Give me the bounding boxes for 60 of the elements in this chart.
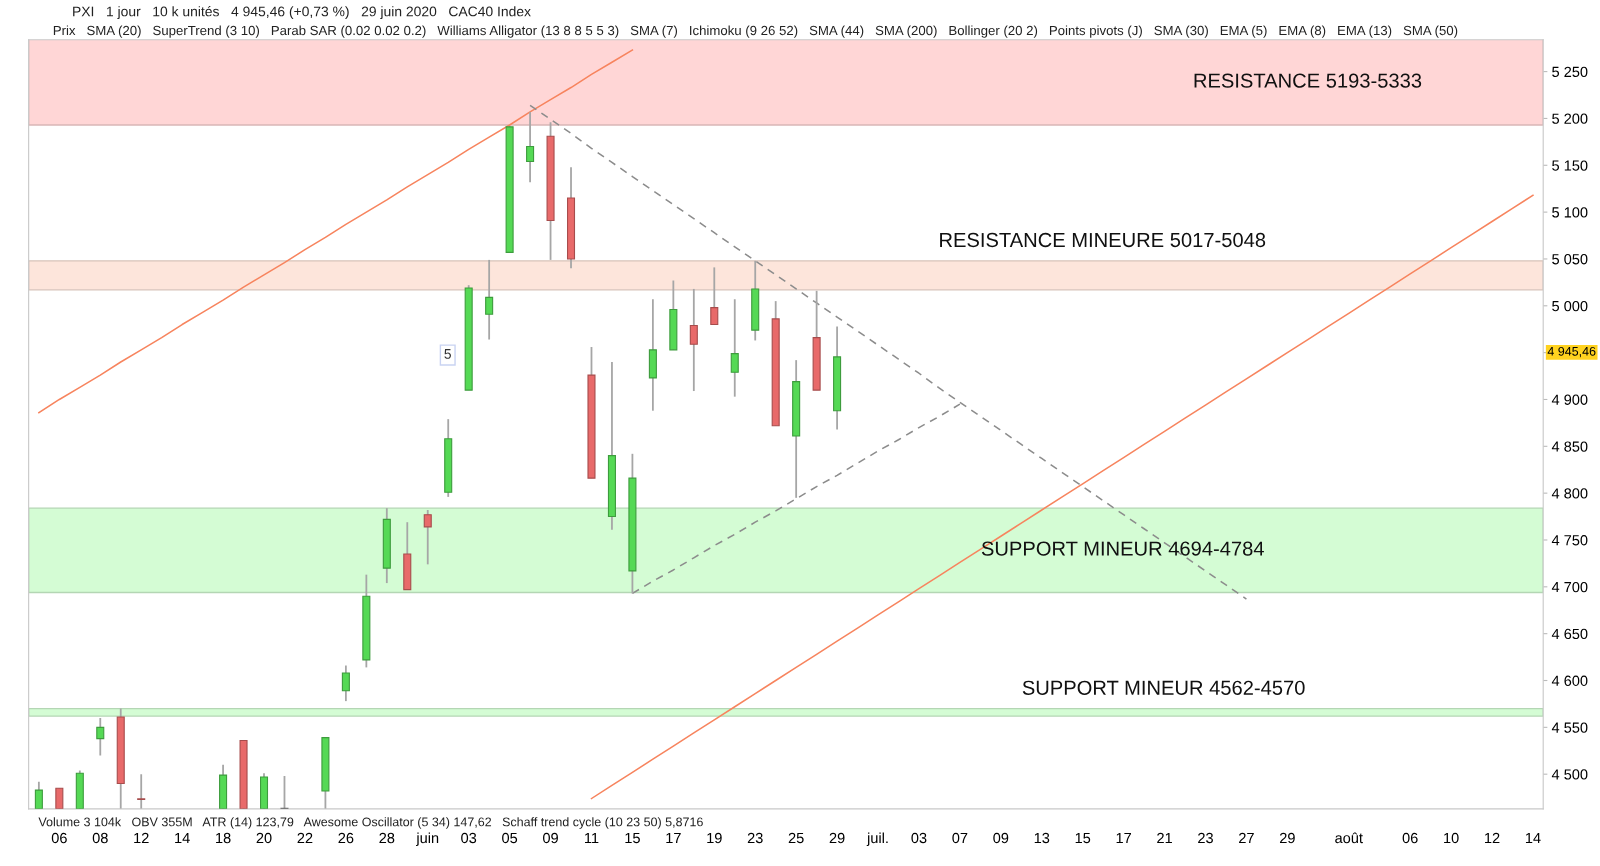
y-tick-label: 5 000 bbox=[1552, 300, 1588, 312]
x-tick-label: 06 bbox=[51, 832, 67, 844]
x-tick-label: 14 bbox=[1525, 832, 1541, 844]
x-tick-label: 13 bbox=[1034, 832, 1050, 844]
x-tick-label: 03 bbox=[911, 832, 927, 844]
x-tick-label: 14 bbox=[175, 832, 190, 844]
x-tick-label: 03 bbox=[461, 832, 477, 844]
text: 4 945,46 bbox=[1547, 346, 1596, 358]
x-tick-label: 10 bbox=[1444, 832, 1459, 844]
x-tick-label: 26 bbox=[338, 832, 354, 844]
x-tick-label: 27 bbox=[1239, 832, 1254, 844]
x-tick-label: 23 bbox=[747, 832, 763, 844]
text: Prix SMA (20) SuperTrend (3 10) Parab SAR (0.02 0.02 0.2) Williams Alligator (13 8 8 5 5 3) SMA (7) Ichimoku (9 26 52) SMA (44) SMA (200) Bollinger (20 2) Points pivots (J) SMA (30) EMA (5) EMA (8) EMA (13) SMA (50) bbox=[53, 25, 1458, 38]
x-tick-label: 17 bbox=[1116, 832, 1132, 844]
x-tick-label: 22 bbox=[297, 832, 313, 844]
band-label: SUPPORT MINEUR 4562-4570 bbox=[1022, 680, 1305, 695]
x-tick-label: 15 bbox=[625, 832, 640, 844]
x-tick-label: 29 bbox=[829, 832, 845, 844]
y-tick-label: 5 100 bbox=[1552, 207, 1588, 218]
y-tick-label: 4 550 bbox=[1551, 722, 1588, 733]
x-tick-label: août bbox=[1335, 832, 1363, 844]
x-tick-label: juil. bbox=[866, 832, 888, 847]
x-tick-label: 09 bbox=[993, 832, 1009, 844]
y-tick-label: 5 150 bbox=[1552, 160, 1588, 171]
x-tick-label: 19 bbox=[707, 832, 722, 844]
y-tick-label: 4 850 bbox=[1551, 441, 1588, 452]
band-label: SUPPORT MINEUR 4694-4784 bbox=[981, 541, 1264, 556]
text: Volume 3 104k OBV 355M ATR (14) 123,79 Awesome Oscillator (5 34) 147,62 Schaff trend cycle (10 23 50) 5,8716 bbox=[38, 817, 703, 829]
x-tick-label: 15 bbox=[1075, 832, 1091, 844]
x-tick-label: 18 bbox=[216, 832, 231, 844]
x-tick-label: 06 bbox=[1402, 832, 1418, 844]
x-tick-label: 25 bbox=[788, 832, 804, 844]
x-tick-label: 28 bbox=[379, 832, 395, 844]
y-tick-label: 4 700 bbox=[1551, 581, 1588, 593]
y-tick-label: 4 900 bbox=[1551, 394, 1588, 405]
chart-title: PXI 1 jour 10 k unités 4 945,46 (+0,73 %) 29 juin 2020 CAC40 Index bbox=[73, 6, 531, 20]
x-tick-label: juin bbox=[416, 832, 439, 847]
x-tick-label: 23 bbox=[1198, 832, 1213, 844]
band-label: RESISTANCE MINEURE 5017-5048 bbox=[940, 232, 1266, 248]
x-tick-label: 11 bbox=[585, 832, 599, 844]
x-tick-label: 17 bbox=[666, 832, 681, 844]
y-tick-label: 4 800 bbox=[1551, 488, 1588, 499]
y-tick-label: 5 250 bbox=[1552, 66, 1588, 78]
y-tick-label: 4 500 bbox=[1551, 769, 1588, 780]
x-tick-label: 20 bbox=[256, 832, 272, 844]
x-tick-label: 12 bbox=[1485, 832, 1500, 844]
band-label: RESISTANCE 5193-5333 bbox=[1194, 73, 1422, 88]
y-tick-label: 4 650 bbox=[1551, 628, 1588, 640]
x-tick-label: 21 bbox=[1157, 832, 1172, 844]
x-tick-label: 08 bbox=[92, 832, 108, 844]
annotation: 5 bbox=[444, 349, 451, 359]
y-tick-label: 4 600 bbox=[1551, 675, 1588, 686]
y-tick-label: 5 050 bbox=[1552, 254, 1588, 265]
x-tick-label: 29 bbox=[1279, 832, 1295, 844]
y-tick-label: 5 200 bbox=[1552, 113, 1588, 124]
y-tick-label: 4 750 bbox=[1551, 535, 1588, 546]
x-tick-label: 05 bbox=[502, 832, 518, 844]
x-tick-label: 07 bbox=[952, 832, 968, 844]
x-tick-label: 12 bbox=[134, 832, 149, 844]
x-tick-label: 09 bbox=[543, 832, 558, 844]
